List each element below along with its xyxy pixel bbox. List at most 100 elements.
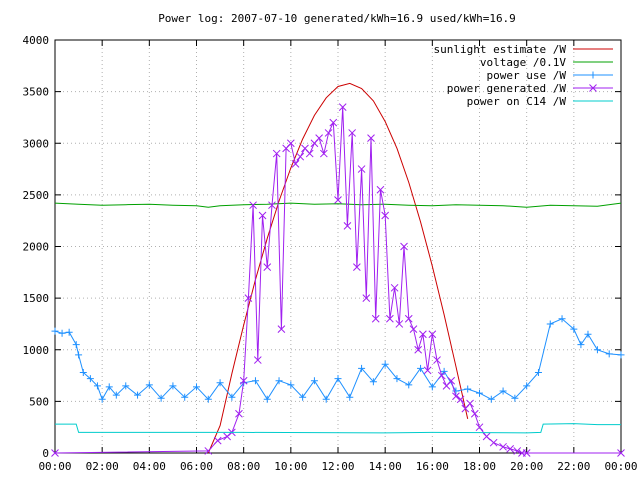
data-point	[489, 438, 498, 447]
data-point	[405, 381, 413, 389]
legend-item: power on C14 /W	[467, 95, 613, 108]
data-point	[353, 263, 361, 272]
x-tick-label: 14:00	[369, 460, 402, 473]
data-point	[263, 395, 271, 403]
data-point	[522, 449, 531, 457]
data-point	[181, 393, 189, 401]
data-point	[466, 399, 474, 408]
data-point	[334, 375, 342, 383]
legend-label: power use /W	[487, 69, 567, 82]
data-point	[204, 395, 212, 403]
data-point	[577, 341, 585, 349]
data-point	[213, 436, 222, 445]
data-point	[296, 152, 305, 161]
x-tick-label: 22:00	[557, 460, 590, 473]
data-point	[272, 149, 281, 158]
chart-title: Power log: 2007-07-10 generated/kWh=16.9…	[158, 12, 516, 25]
data-point	[235, 409, 243, 418]
data-point	[475, 423, 484, 432]
data-point	[506, 445, 515, 453]
series-line	[55, 423, 621, 434]
data-point	[277, 325, 286, 333]
legend-label: voltage /0.1V	[480, 56, 566, 69]
data-point	[169, 382, 177, 390]
data-point	[499, 387, 507, 395]
data-point	[299, 393, 307, 401]
data-point	[329, 118, 338, 127]
legend-marker	[589, 84, 597, 92]
y-tick-label: 0	[42, 447, 49, 460]
legend-label: power on C14 /W	[467, 95, 567, 108]
data-point	[315, 134, 323, 142]
data-point	[414, 345, 423, 354]
data-point	[51, 449, 59, 457]
data-point	[617, 449, 625, 457]
legend-label: power generated /W	[447, 82, 567, 95]
legend-item: power use /W	[487, 69, 613, 82]
data-point	[58, 329, 66, 337]
y-tick-label: 4000	[23, 34, 50, 47]
data-point	[617, 351, 625, 359]
x-tick-label: 02:00	[86, 460, 119, 473]
x-tick-label: 08:00	[227, 460, 260, 473]
x-tick-label: 06:00	[180, 460, 213, 473]
x-tick-label: 20:00	[510, 460, 543, 473]
data-point	[499, 442, 507, 451]
data-point	[334, 196, 342, 204]
data-point	[523, 382, 531, 390]
data-point	[310, 377, 318, 385]
data-point	[428, 330, 437, 339]
data-point	[348, 129, 357, 137]
y-tick-label: 1000	[23, 344, 50, 357]
data-point	[371, 314, 380, 323]
x-tick-label: 10:00	[274, 460, 307, 473]
data-point	[428, 383, 436, 391]
data-point	[369, 378, 377, 386]
x-tick-label: 00:00	[604, 460, 637, 473]
data-point	[452, 392, 460, 401]
data-point	[145, 381, 153, 389]
data-point	[570, 325, 578, 333]
data-point	[395, 320, 404, 328]
data-point	[390, 283, 399, 292]
data-point	[239, 376, 248, 385]
data-point	[287, 381, 295, 389]
data-point	[122, 382, 130, 390]
data-point	[605, 350, 613, 358]
legend-item: voltage /0.1V	[480, 56, 613, 69]
y-tick-label: 500	[29, 395, 49, 408]
data-point	[75, 351, 83, 359]
y-tick-label: 3000	[23, 137, 50, 150]
data-point	[423, 366, 432, 375]
data-point	[534, 368, 542, 376]
data-point	[291, 160, 300, 168]
y-tick-label: 1500	[23, 292, 50, 305]
data-point	[419, 330, 427, 339]
data-point	[358, 364, 366, 372]
data-point	[476, 389, 483, 397]
data-point	[98, 395, 106, 403]
data-point	[511, 394, 519, 402]
data-point	[286, 139, 295, 148]
y-tick-label: 3500	[23, 86, 50, 99]
series-2	[54, 202, 622, 208]
data-point	[452, 387, 460, 395]
series-line	[54, 202, 622, 208]
data-point	[362, 294, 371, 302]
data-point	[593, 346, 601, 354]
data-point	[79, 368, 87, 376]
legend-marker	[589, 71, 597, 79]
data-point	[157, 394, 165, 402]
series-group	[51, 82, 625, 457]
x-tick-label: 04:00	[133, 460, 166, 473]
data-point	[216, 379, 224, 387]
data-point	[357, 165, 366, 173]
data-point	[381, 211, 390, 220]
data-point	[86, 375, 94, 383]
data-point	[464, 385, 472, 393]
data-point	[324, 129, 333, 137]
data-point	[112, 391, 120, 399]
data-point	[244, 294, 253, 302]
